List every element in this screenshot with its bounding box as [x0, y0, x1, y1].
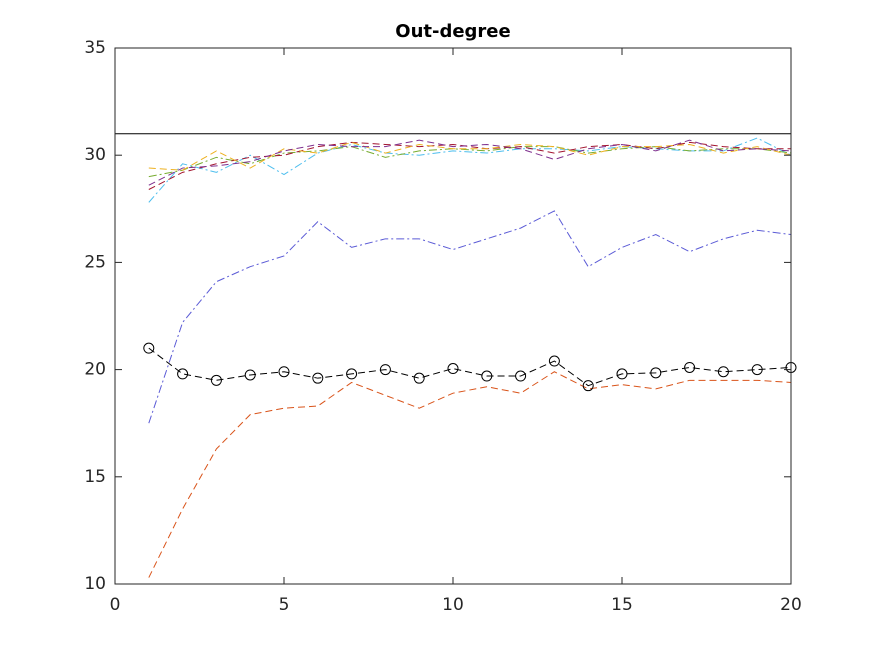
marker	[751, 364, 763, 376]
marker	[616, 368, 628, 380]
x-tick-label: 5	[279, 595, 290, 615]
marker	[650, 367, 662, 379]
y-tick-label: 35	[84, 38, 106, 58]
x-tick-label: 15	[611, 595, 633, 615]
marker	[684, 361, 696, 373]
marker	[379, 364, 391, 376]
plot-area	[115, 48, 791, 584]
y-tick-label: 15	[84, 467, 106, 487]
marker	[515, 370, 527, 382]
x-tick-label: 20	[780, 595, 802, 615]
marker	[244, 369, 256, 381]
x-tick-label: 0	[110, 595, 121, 615]
y-tick-label: 20	[84, 360, 106, 380]
y-tick-label: 25	[84, 252, 106, 272]
x-tick-label: 10	[442, 595, 464, 615]
series-line	[148, 210, 792, 424]
marker	[582, 380, 594, 392]
marker	[346, 368, 358, 380]
chart-title: Out-degree	[395, 21, 510, 42]
marker	[481, 370, 493, 382]
series-line	[148, 347, 792, 387]
marker	[278, 366, 290, 378]
marker	[447, 363, 459, 375]
marker	[210, 374, 222, 386]
series-line	[148, 139, 792, 186]
marker	[717, 366, 729, 378]
marker	[548, 355, 560, 367]
series-line	[148, 146, 792, 178]
y-tick-label: 30	[84, 145, 106, 165]
marker	[177, 368, 189, 380]
series-line	[148, 371, 792, 578]
marker	[312, 372, 324, 384]
y-tick-label: 10	[84, 574, 106, 594]
series-line	[148, 141, 791, 190]
marker	[413, 372, 425, 384]
marker	[143, 342, 155, 354]
